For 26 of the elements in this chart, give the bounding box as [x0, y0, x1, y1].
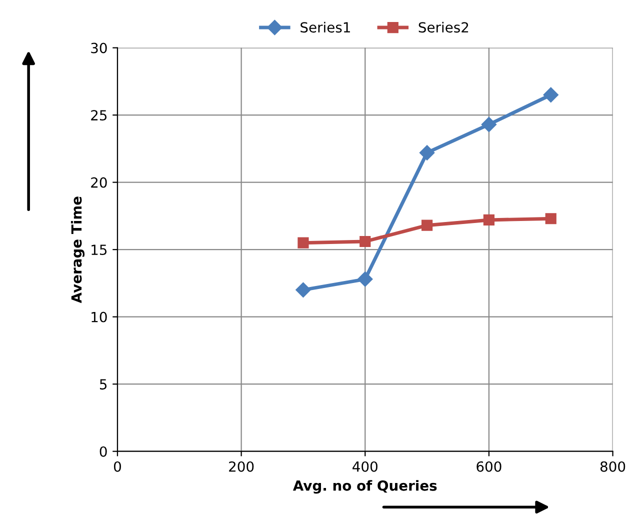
- point: [298, 237, 309, 248]
- point: [296, 282, 311, 298]
- y-tick-label: 20: [91, 177, 107, 188]
- x-tick-label: 400: [352, 461, 378, 472]
- point: [360, 236, 371, 248]
- x-tick-label: 0: [114, 461, 121, 472]
- point: [358, 272, 373, 287]
- y-tick-label: 15: [92, 244, 107, 256]
- legend-label: Series2: [418, 22, 468, 33]
- y-tick-label: 10: [92, 312, 107, 322]
- x-axis-title: Avg. no of Queries: [292, 480, 437, 494]
- x-tick-label: 200: [229, 461, 254, 472]
- y-tick-label: 25: [91, 110, 107, 121]
- legend-label: Series1: [300, 22, 350, 33]
- point: [543, 87, 558, 102]
- x-tick-label: 800: [600, 461, 626, 472]
- point: [421, 220, 433, 231]
- x-tick-label: 600: [476, 461, 502, 472]
- point: [481, 116, 497, 132]
- point: [419, 145, 435, 160]
- point: [483, 214, 495, 226]
- y-tick-label: 0: [100, 446, 107, 457]
- y-axis-title: Average Time: [70, 196, 85, 304]
- y-tick-label: 5: [100, 379, 107, 390]
- y-tick-label: 30: [91, 42, 107, 54]
- point: [545, 213, 556, 224]
